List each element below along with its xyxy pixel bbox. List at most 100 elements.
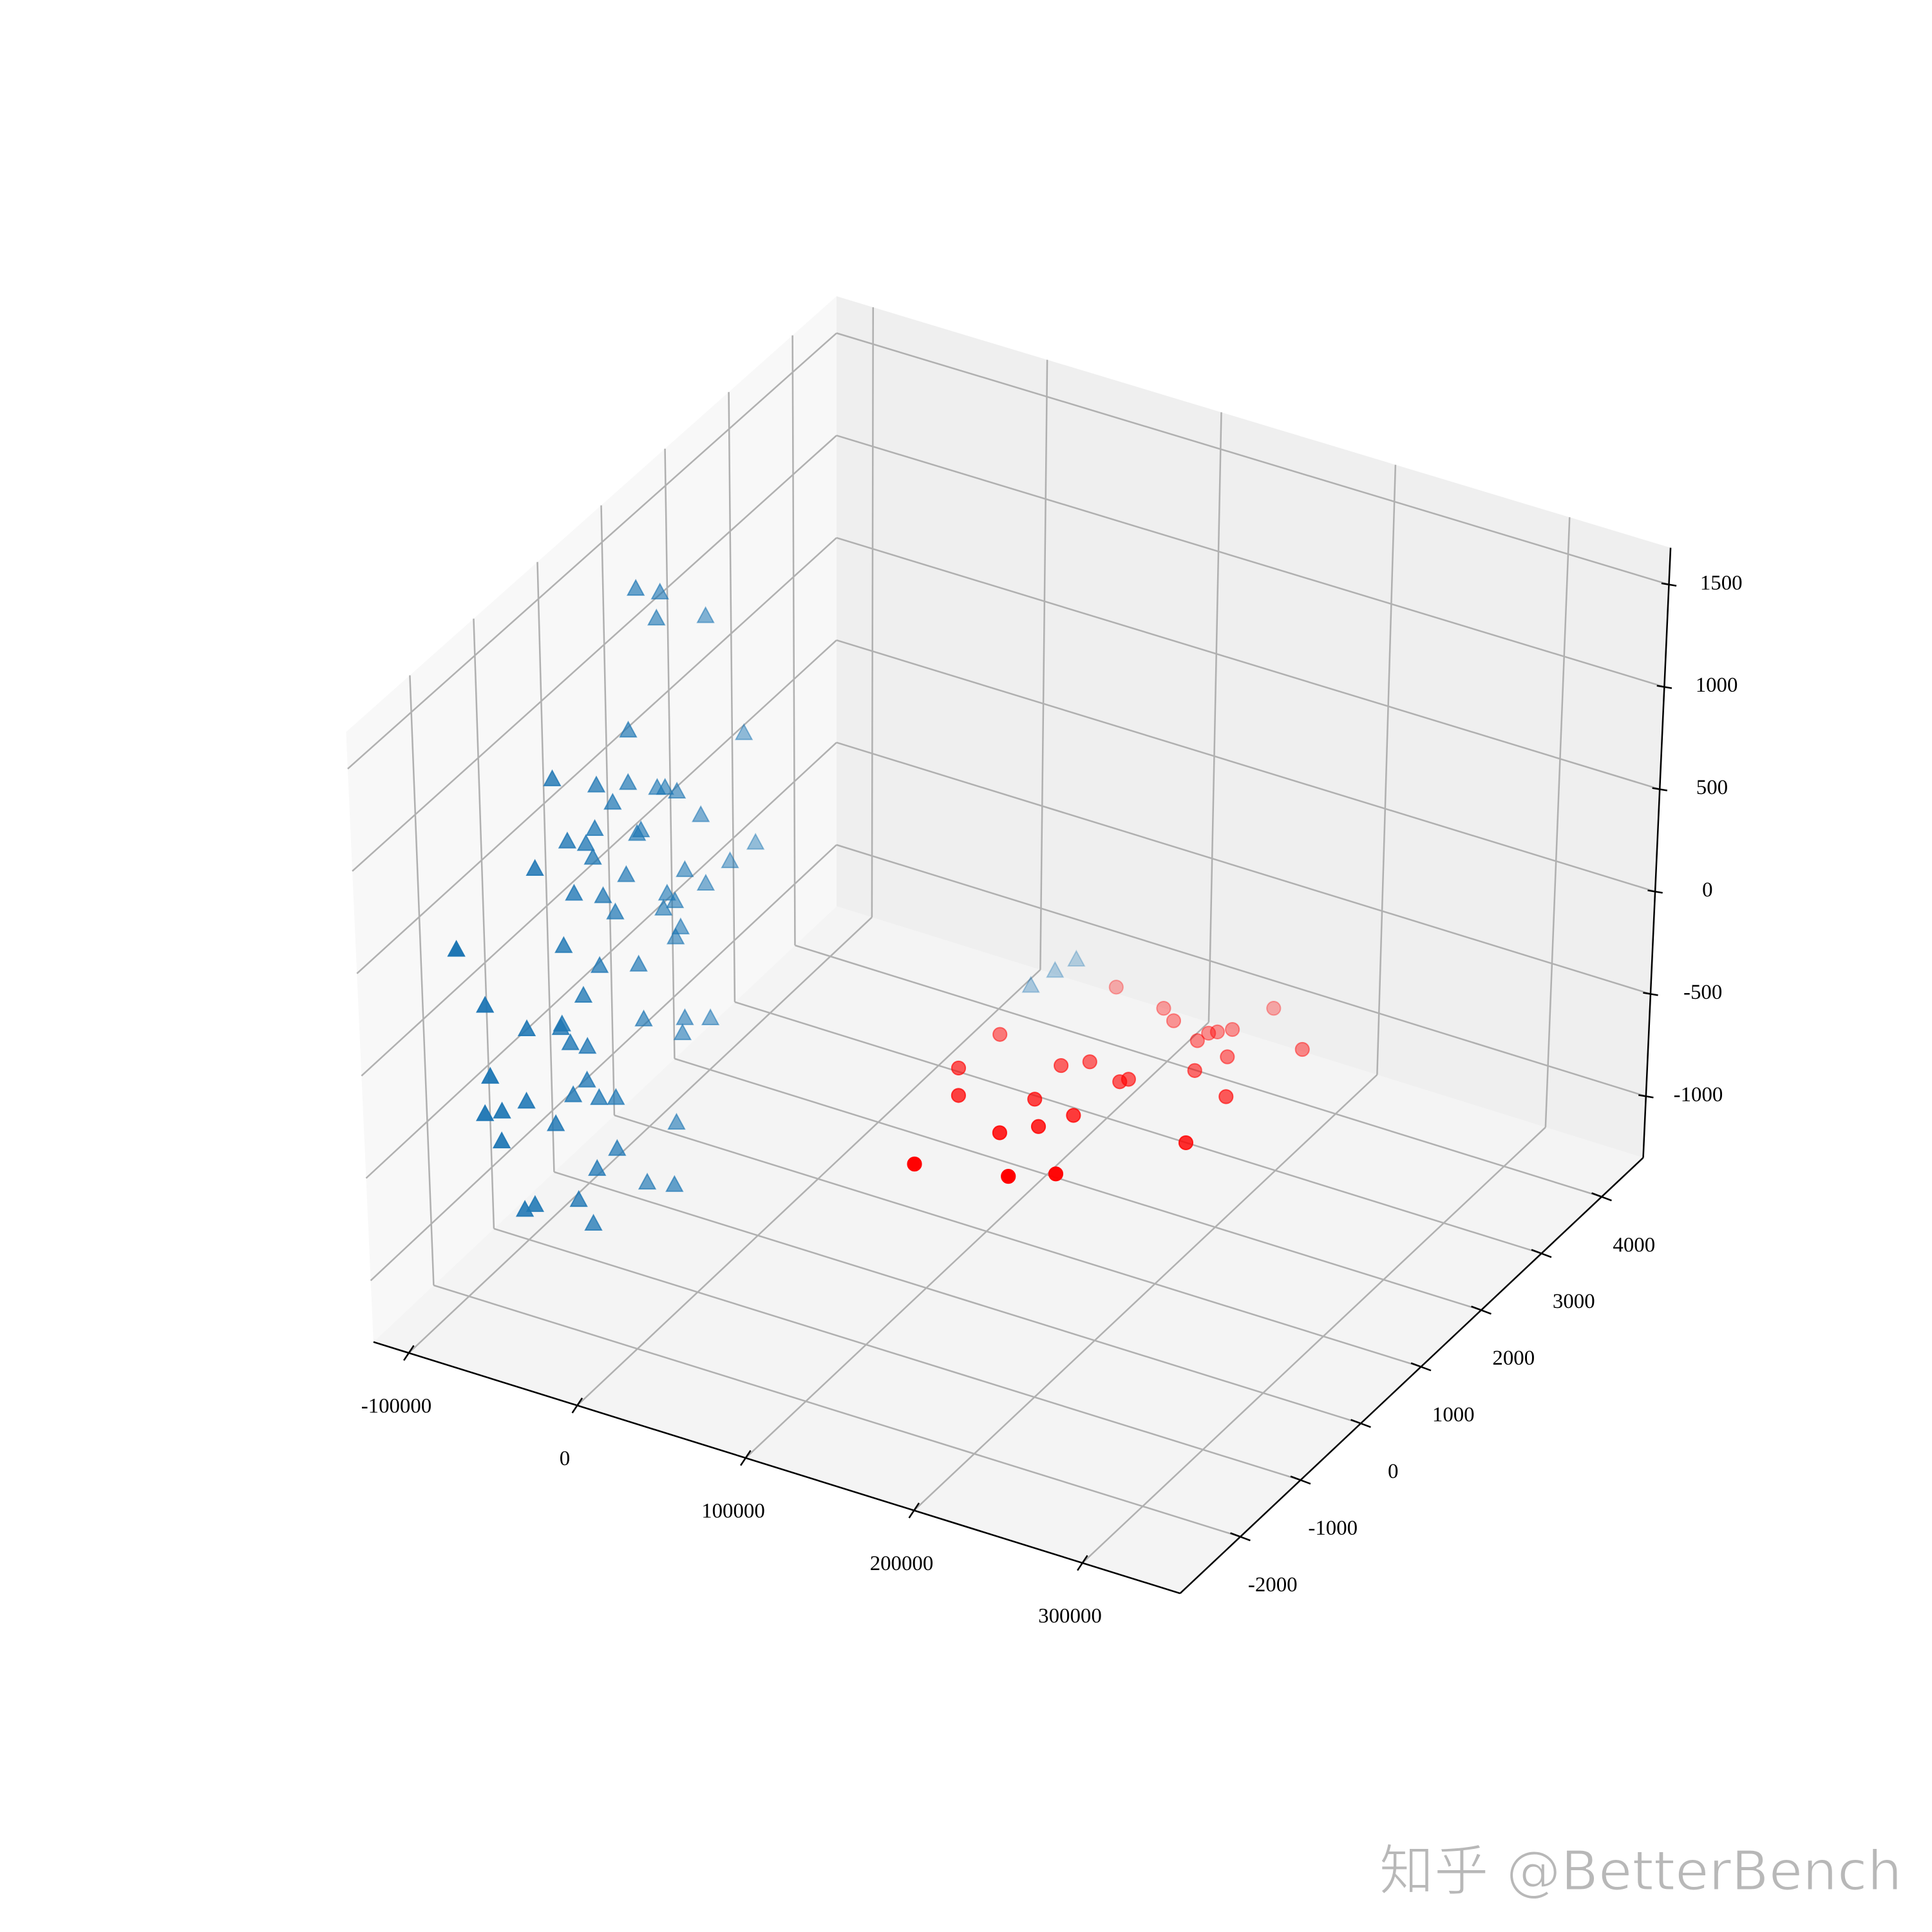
triangle-point bbox=[1021, 976, 1040, 993]
triangle-point bbox=[619, 773, 638, 790]
triangle-point bbox=[574, 985, 593, 1003]
grid-line bbox=[1208, 412, 1222, 1023]
y-tick-label: 2000 bbox=[1492, 1347, 1535, 1370]
triangle-point bbox=[701, 1008, 720, 1025]
triangle-point bbox=[650, 582, 669, 600]
axes: -100000 0 100000 200000 300000 -2000 -1000 0 100… bbox=[361, 547, 1743, 1628]
grid-line bbox=[836, 434, 1665, 688]
triangle-point bbox=[666, 927, 685, 945]
triangle-point bbox=[696, 606, 715, 623]
grid bbox=[347, 307, 1669, 1564]
triangle-point bbox=[665, 1175, 684, 1192]
triangle-point bbox=[656, 777, 674, 795]
triangle-point bbox=[554, 936, 573, 953]
circle-point bbox=[992, 1027, 1008, 1042]
grid-line bbox=[370, 844, 837, 1282]
y-tick-label: -1000 bbox=[1308, 1517, 1358, 1540]
x-axis bbox=[373, 1341, 1180, 1595]
circle-point bbox=[1082, 1054, 1097, 1070]
grid-line bbox=[674, 1057, 1482, 1311]
triangle-point bbox=[492, 1131, 511, 1149]
triangle-point bbox=[608, 1139, 627, 1156]
triangle-point bbox=[569, 1189, 588, 1208]
circle-point bbox=[1225, 1021, 1240, 1037]
triangle-point bbox=[588, 1159, 607, 1176]
z-tick-label: -1000 bbox=[1674, 1083, 1723, 1106]
triangle-point bbox=[673, 1023, 692, 1041]
triangle-point bbox=[658, 884, 677, 901]
grid-line bbox=[409, 675, 435, 1285]
triangle-point bbox=[696, 873, 715, 891]
triangle-point bbox=[584, 1213, 603, 1231]
circle-point bbox=[1201, 1025, 1217, 1041]
y-tick-label: -2000 bbox=[1248, 1573, 1298, 1596]
y-tick-label: 3000 bbox=[1553, 1290, 1595, 1313]
grid-line bbox=[536, 562, 555, 1172]
z-tick-label: 0 bbox=[1702, 878, 1712, 902]
circle-point bbox=[1001, 1169, 1016, 1184]
triangle-point bbox=[629, 954, 648, 972]
grid-line bbox=[493, 1227, 1301, 1481]
grid-line bbox=[728, 392, 736, 1002]
triangle-point bbox=[558, 831, 577, 849]
grid-line bbox=[664, 448, 676, 1059]
triangle-point bbox=[667, 781, 687, 799]
circle-point bbox=[1209, 1024, 1225, 1039]
triangle-point bbox=[526, 858, 544, 876]
circle-point bbox=[1294, 1041, 1310, 1057]
triangle-point bbox=[564, 1085, 583, 1103]
grid-line bbox=[836, 844, 1647, 1097]
grid-line bbox=[836, 741, 1651, 995]
triangle-point bbox=[493, 1101, 511, 1119]
x-tick-label: 200000 bbox=[870, 1552, 934, 1575]
triangle-point bbox=[634, 1009, 653, 1027]
grid-line bbox=[1039, 359, 1048, 970]
triangle-point bbox=[667, 1112, 686, 1130]
grid-line bbox=[352, 435, 837, 872]
x-tick-label: 100000 bbox=[701, 1500, 765, 1523]
triangle-point bbox=[607, 1088, 625, 1105]
grid-line bbox=[836, 536, 1660, 790]
triangle-point bbox=[654, 898, 673, 916]
triangle-point bbox=[638, 1172, 657, 1190]
grid-line bbox=[554, 1171, 1361, 1425]
z-tick-label: 500 bbox=[1696, 776, 1728, 799]
triangle-point bbox=[578, 1037, 597, 1054]
triangle-point bbox=[517, 1019, 536, 1036]
grid-line bbox=[791, 335, 796, 945]
triangle-point bbox=[1067, 949, 1086, 967]
triangle-point bbox=[517, 1092, 536, 1109]
circle-point bbox=[907, 1156, 922, 1172]
points bbox=[447, 578, 1310, 1231]
circle-point bbox=[1066, 1108, 1081, 1123]
grid-line bbox=[614, 1114, 1421, 1368]
circle-point bbox=[1030, 1119, 1046, 1134]
triangle-point bbox=[594, 886, 612, 904]
triangle-point bbox=[676, 1008, 694, 1025]
triangle-point bbox=[583, 848, 602, 865]
circle-point bbox=[1187, 1063, 1202, 1078]
triangle-point bbox=[447, 940, 466, 957]
triangle-point bbox=[676, 860, 694, 877]
triangle-point bbox=[617, 865, 636, 882]
circle-point bbox=[1220, 1049, 1235, 1065]
triangle-point bbox=[587, 775, 606, 793]
grid-line bbox=[433, 1284, 1241, 1538]
triangle-point bbox=[475, 1104, 495, 1121]
triangle-point bbox=[543, 769, 562, 786]
grid-line bbox=[871, 307, 875, 918]
circle-point bbox=[1121, 1072, 1136, 1087]
triangle-point bbox=[746, 833, 765, 850]
grid-line bbox=[1081, 1126, 1546, 1564]
triangle-point bbox=[551, 1018, 571, 1036]
triangle-point bbox=[546, 1114, 565, 1132]
grid-line bbox=[347, 332, 837, 770]
triangle-point bbox=[628, 824, 647, 841]
triangle-point bbox=[526, 1195, 545, 1212]
triangle-point bbox=[561, 1033, 580, 1050]
grid-line bbox=[361, 639, 837, 1077]
triangle-point bbox=[619, 721, 638, 738]
x-tick-label: -100000 bbox=[361, 1394, 432, 1417]
circle-point bbox=[1166, 1013, 1182, 1028]
